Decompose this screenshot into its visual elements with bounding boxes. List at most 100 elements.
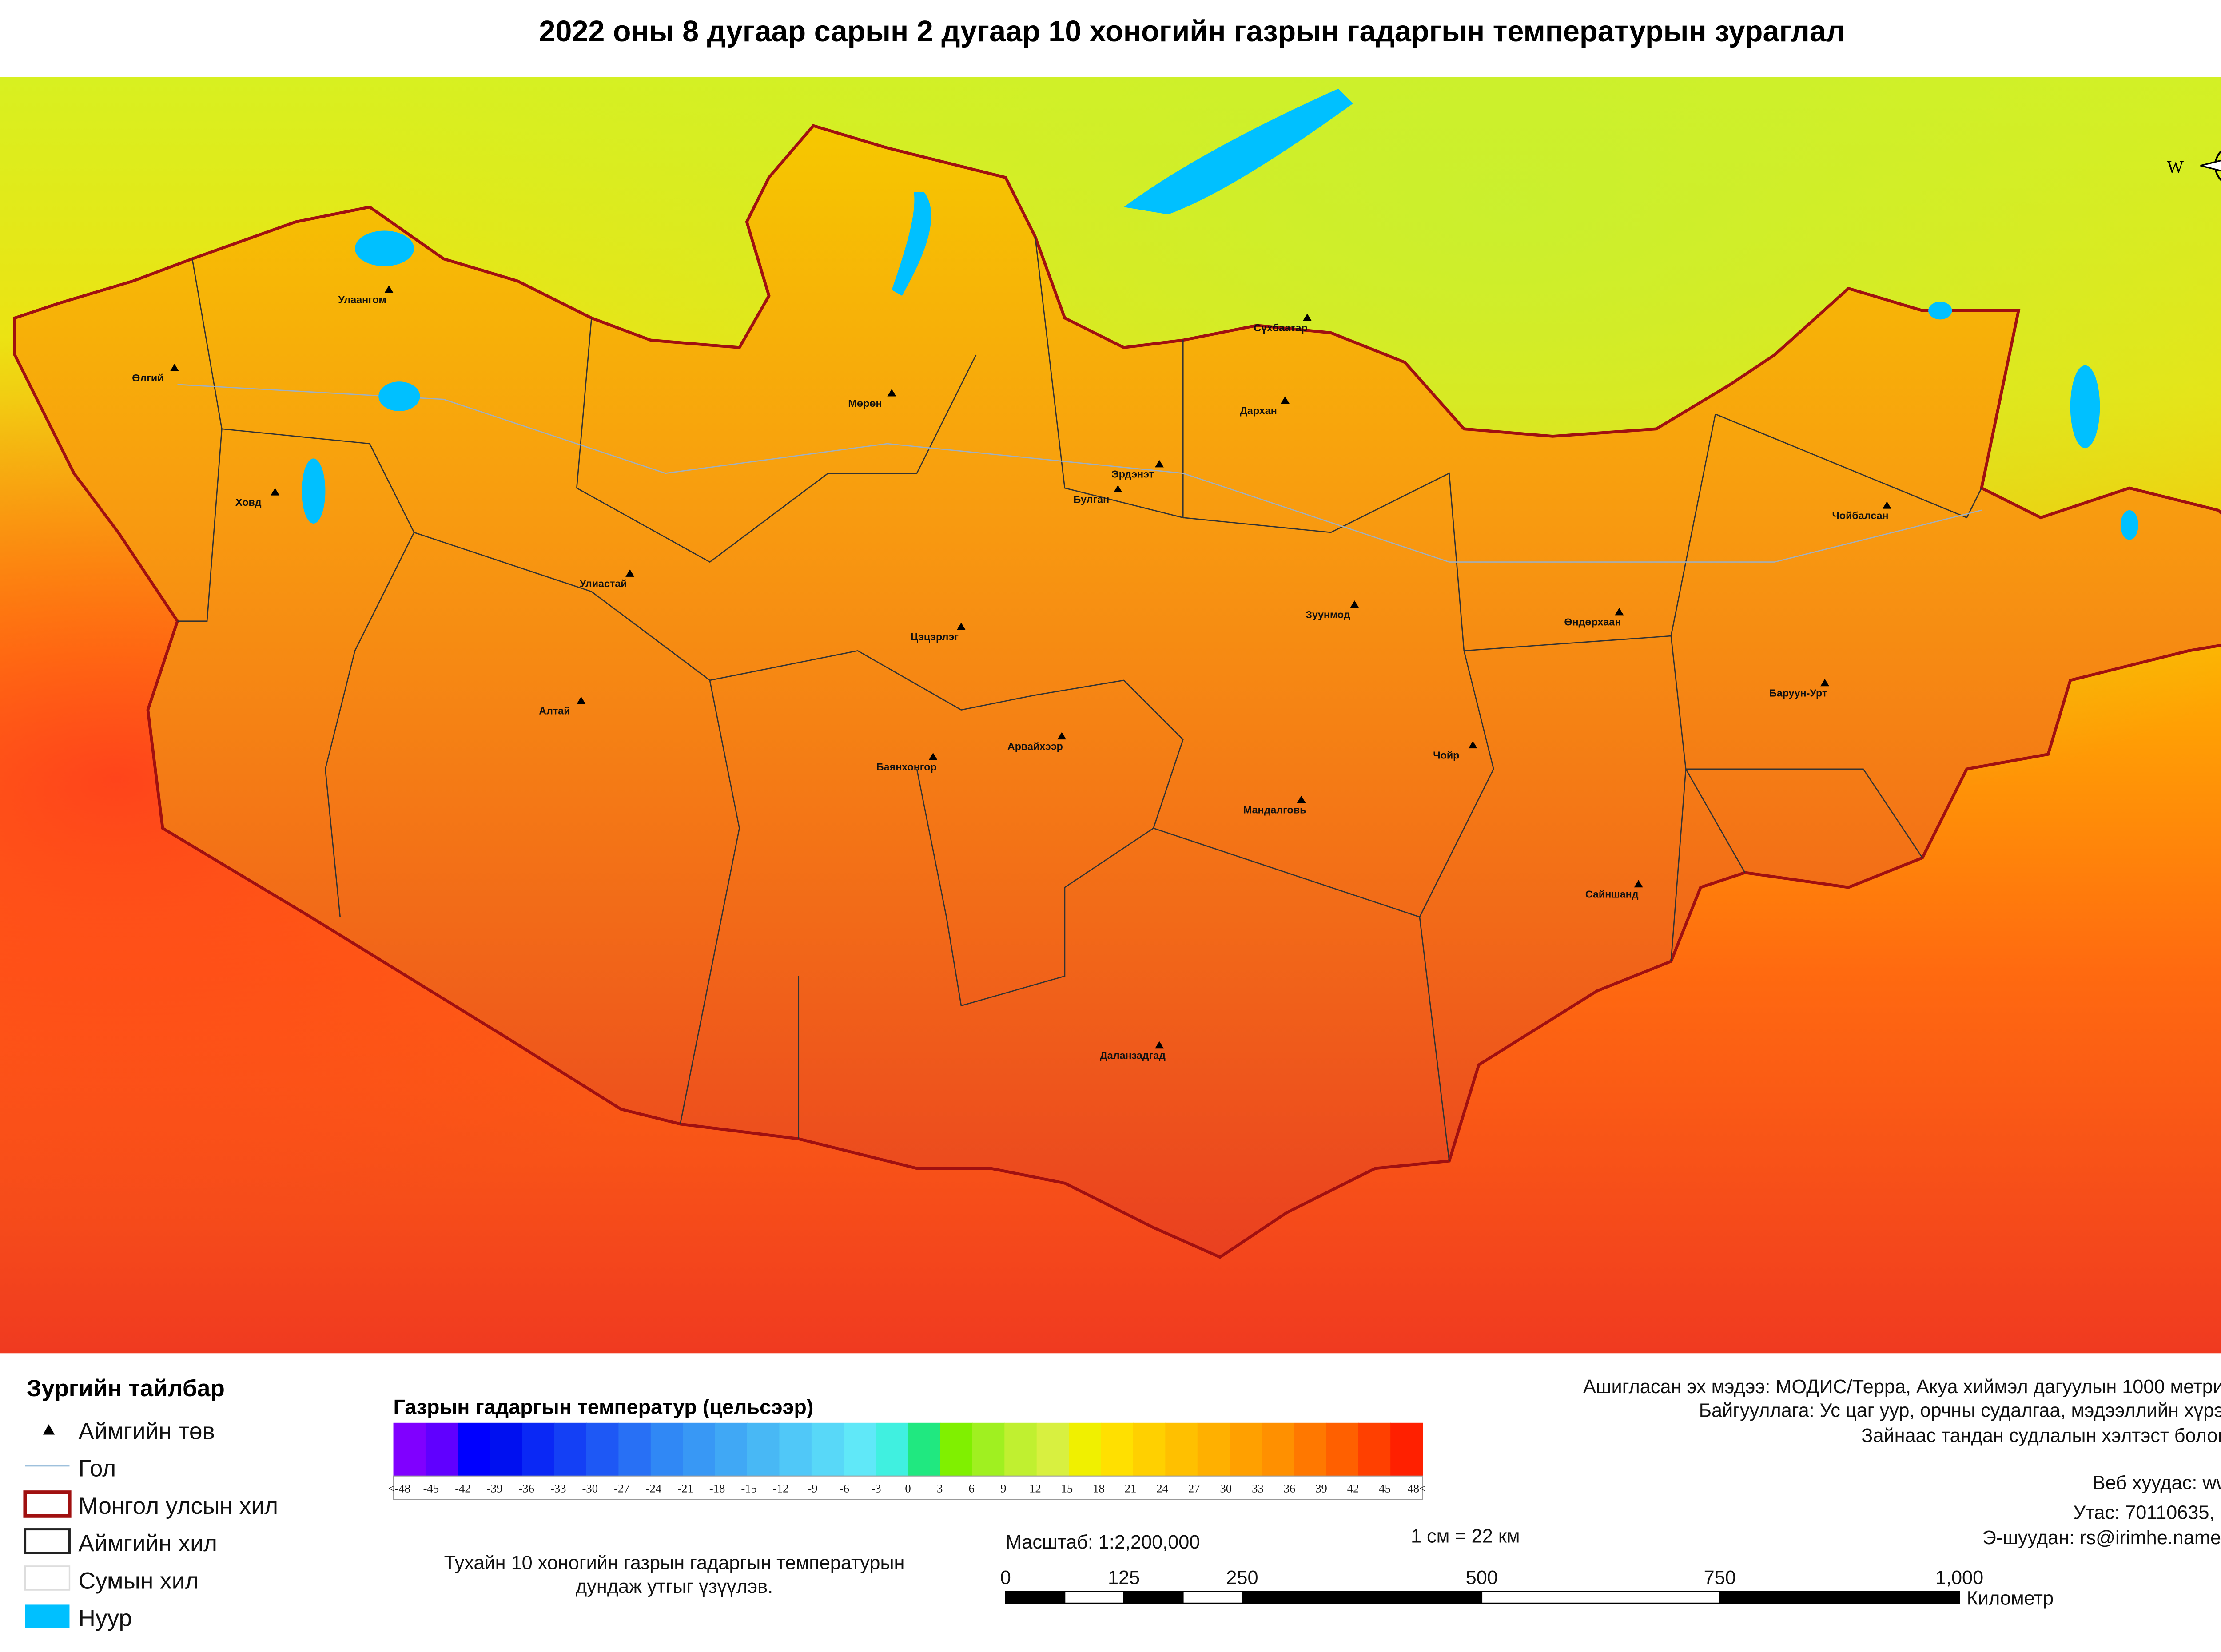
legend-item: Гол xyxy=(78,1456,116,1482)
city-marker xyxy=(384,285,394,293)
colorbar-label: 33 xyxy=(1252,1481,1264,1495)
scale-segment xyxy=(1182,1591,1243,1604)
city-marker xyxy=(887,389,896,397)
colorbar-swatch xyxy=(1262,1422,1294,1476)
colorbar-swatch xyxy=(586,1422,619,1476)
colorbar-label: -18 xyxy=(709,1481,725,1495)
river xyxy=(177,384,1982,563)
legend-items: Аймгийн төв Гол Монгол улсын хил Аймгийн хи… xyxy=(78,1418,278,1631)
colorbar-label: 15 xyxy=(1061,1481,1073,1495)
city-label: Булган xyxy=(1074,493,1110,505)
lake-buir xyxy=(2120,510,2138,540)
map-frame: Өлгий Улаангом Ховд Мөрөн Улиастай Алтай Баянх… xyxy=(0,77,2221,1354)
city-marker xyxy=(1280,396,1290,404)
colorbar-label: 12 xyxy=(1029,1481,1041,1495)
city-marker xyxy=(1468,741,1477,749)
credit-line: Веб хуудас: www.icc.mn xyxy=(2093,1473,2221,1494)
city-marker xyxy=(1820,679,1830,687)
colorbar-swatch xyxy=(1358,1422,1391,1476)
colorbar-swatch xyxy=(972,1422,1005,1476)
colorbar-swatch xyxy=(522,1422,555,1476)
mongolia-border xyxy=(13,124,2221,1259)
colorbar-swatch xyxy=(747,1422,780,1476)
city-marker xyxy=(577,696,586,704)
city-label: Ховд xyxy=(235,496,262,508)
lake-uvs xyxy=(354,230,414,266)
colorbar-swatch xyxy=(490,1422,523,1476)
colorbar-label: -27 xyxy=(614,1481,629,1495)
colorbar-label: 39 xyxy=(1315,1481,1327,1495)
scale-label: 0 xyxy=(1000,1567,1011,1588)
city-marker xyxy=(1057,732,1067,740)
colorbar-label: -45 xyxy=(423,1481,439,1495)
city-label: Эрдэнэт xyxy=(1111,469,1154,480)
lake-khuvsgul xyxy=(892,192,931,296)
legend-item: Монгол улсын хил xyxy=(78,1493,278,1519)
city-label: Баянхонгор xyxy=(876,761,937,773)
scale-label: 750 xyxy=(1704,1567,1736,1588)
city-labels: Өлгий Улаангом Ховд Мөрөн Улиастай Алтай Баянх… xyxy=(132,285,1891,1061)
colorbar-label: -3 xyxy=(871,1481,881,1495)
city-marker xyxy=(625,569,635,577)
city-label: Өндөрхаан xyxy=(1564,616,1621,628)
colorbar-swatch xyxy=(1165,1422,1198,1476)
city-label: Улиастай xyxy=(580,578,627,589)
scale-ratio: 1 см = 22 км xyxy=(1411,1526,1520,1547)
colorbar-swatch xyxy=(844,1422,876,1476)
colorbar-label: 36 xyxy=(1284,1481,1296,1495)
credits: Ашигласан эх мэдээ: МОДИС/Терра, Акуа хи… xyxy=(1583,1376,2221,1549)
city-marker xyxy=(928,753,938,760)
city-label: Алтай xyxy=(539,705,570,717)
colorbar-swatch xyxy=(876,1422,909,1476)
scale-text: Масштаб: 1:2,200,000 xyxy=(1006,1532,1200,1553)
colorbar-label: 48< xyxy=(1407,1481,1426,1495)
legend-symbol xyxy=(25,1604,70,1628)
colorbar: <-48 -45 -42 -39 -36 -33 -30 -27 -24 -21 -18 -15 -12… xyxy=(388,1422,1426,1500)
colorbar-label: 21 xyxy=(1125,1481,1137,1495)
colorbar-label: -24 xyxy=(646,1481,661,1495)
colorbar-label: -30 xyxy=(582,1481,598,1495)
colorbar-label: -15 xyxy=(741,1481,756,1495)
lake xyxy=(1928,302,1952,320)
legend-item: Аймгийн хил xyxy=(78,1530,217,1557)
colorbar-label: 6 xyxy=(969,1481,975,1495)
colorbar-swatch xyxy=(393,1422,426,1476)
credit-line: Утас: 70110635, 70110638 xyxy=(2074,1502,2221,1523)
colorbar-swatch xyxy=(1390,1422,1423,1476)
credit-line: Байгууллага: Ус цаг уур, орчны судалгаа,… xyxy=(1699,1400,2221,1421)
lake-hulun xyxy=(2070,365,2100,449)
colorbar-swatch xyxy=(425,1422,458,1476)
note-line: дундаж утгыг үзүүлэв. xyxy=(576,1576,773,1597)
colorbar-label: <-48 xyxy=(388,1481,411,1495)
colorbar-swatch xyxy=(1036,1422,1070,1476)
scale-segment xyxy=(1719,1591,1960,1604)
city-marker xyxy=(170,364,179,371)
colorbar-swatch xyxy=(1326,1422,1359,1476)
credit-line: Зайнаас тандан судлалын хэлтэст боловсру… xyxy=(1861,1425,2221,1446)
colorbar-label: 9 xyxy=(1000,1481,1006,1495)
city-marker xyxy=(1615,608,1624,616)
scale-label: 125 xyxy=(1108,1567,1140,1588)
note: Тухайн 10 хоногийн газрын гадаргын темпе… xyxy=(444,1552,905,1597)
colorbar-label: -42 xyxy=(455,1481,470,1495)
scale-segment xyxy=(1123,1591,1184,1604)
colorbar-swatch xyxy=(618,1422,651,1476)
legend-item: Сумын хил xyxy=(78,1568,199,1594)
colorbar-swatch xyxy=(650,1422,684,1476)
legend-symbol xyxy=(43,1424,55,1435)
scale-segment xyxy=(1481,1591,1721,1604)
scale-label: 250 xyxy=(1226,1567,1258,1588)
colorbar-swatch xyxy=(811,1422,844,1476)
legend-item: Нуур xyxy=(78,1605,132,1632)
colorbar-swatch xyxy=(1197,1422,1230,1476)
colorbar-swatch xyxy=(683,1422,716,1476)
city-marker xyxy=(1297,795,1306,803)
legend-item: Аймгийн төв xyxy=(78,1418,215,1444)
lake-khar-us xyxy=(302,458,326,524)
city-label: Улаангом xyxy=(338,294,386,306)
colorbar-label: -12 xyxy=(773,1481,788,1495)
colorbar-swatch xyxy=(715,1422,748,1476)
compass: N W E S xyxy=(2167,150,2221,182)
